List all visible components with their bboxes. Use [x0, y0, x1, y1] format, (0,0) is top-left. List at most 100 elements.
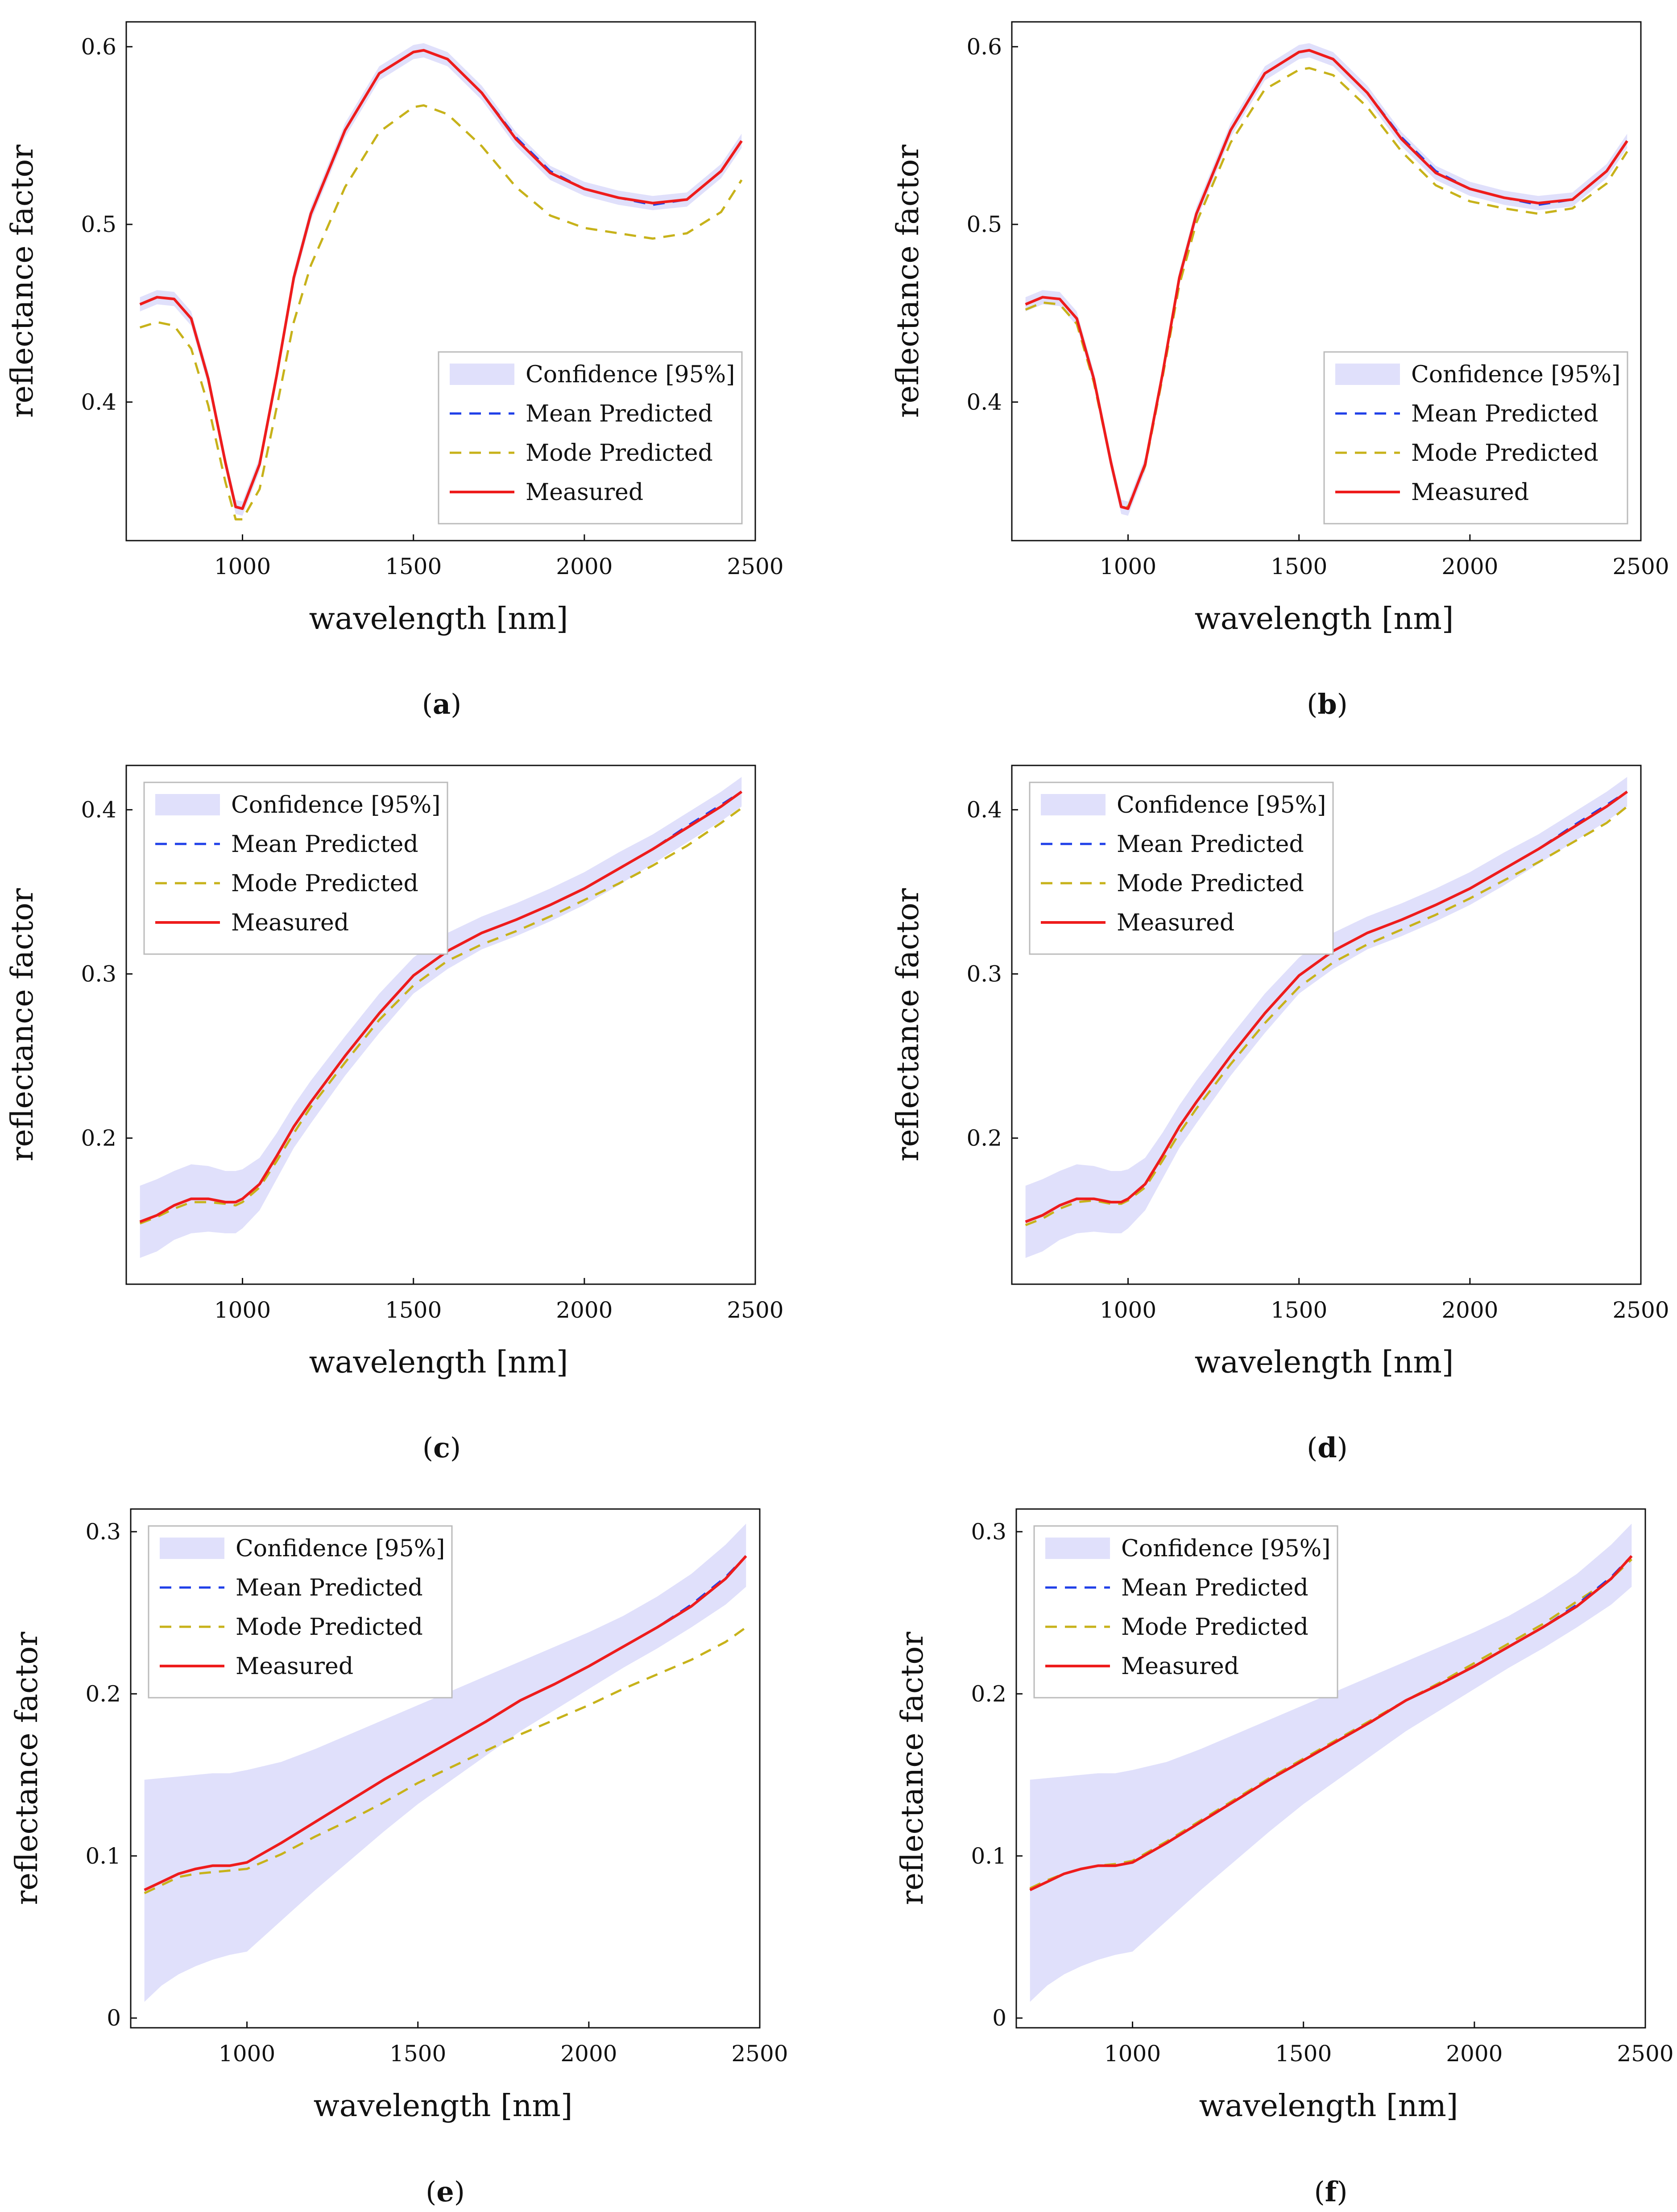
y-tick-label: 0.4 [966, 797, 1002, 823]
x-axis-title: wavelength [nm] [314, 2088, 573, 2124]
x-tick-label: 1000 [214, 554, 271, 579]
y-tick-label: 0.2 [85, 1681, 121, 1707]
legend-label: Mode Predicted [1117, 870, 1304, 897]
measured-line [144, 1555, 747, 1891]
x-axis-title: wavelength [nm] [1195, 601, 1454, 637]
x-tick-label: 1000 [1100, 554, 1156, 579]
x-tick-label: 2000 [1441, 554, 1498, 579]
x-tick-label: 1000 [1100, 1297, 1156, 1323]
confidence-band [140, 777, 742, 1258]
legend-swatch-confidence [160, 1538, 224, 1559]
plot-frame [125, 765, 756, 1285]
legend-label: Mean Predicted [1121, 1575, 1308, 1601]
x-tick-label: 2500 [1612, 554, 1669, 579]
legend-swatch-confidence [1045, 1538, 1110, 1559]
legend: Confidence [95%] Mean Predicted Mode Predi… [1033, 1525, 1338, 1699]
x-tick-label: 1500 [389, 2041, 446, 2067]
y-tick-label: 0.5 [81, 211, 116, 237]
legend: Confidence [95%] Mean Predicted Mode Predi… [1323, 351, 1628, 525]
y-tick-label: 0.2 [966, 1125, 1002, 1151]
legend-swatch-confidence [450, 364, 514, 385]
mode-predicted-line [139, 807, 742, 1225]
legend: Confidence [95%] Mean Predicted Mode Predi… [1029, 781, 1334, 955]
x-tick-label: 1000 [219, 2041, 275, 2067]
confidence-band [1025, 777, 1627, 1258]
panel-a: 1000 1500 2000 2500 0.4 0.5 0.6 wavelength [nm]… [5, 21, 784, 720]
plot-frame [125, 21, 756, 542]
y-axis-title: reflectance factor [890, 888, 926, 1162]
y-tick-label: 0 [107, 2005, 121, 2031]
legend-label: Mode Predicted [526, 440, 713, 467]
confidence-band [1030, 1523, 1632, 2002]
legend-label: Mean Predicted [1411, 401, 1598, 427]
x-tick-label: 1000 [214, 1297, 271, 1323]
y-axis-title: reflectance factor [5, 145, 40, 418]
panel-caption: (d) [1307, 1431, 1348, 1464]
y-tick-label: 0.6 [81, 34, 116, 60]
x-axis-title: wavelength [nm] [309, 1345, 568, 1380]
panel-caption-letter: d [1317, 1431, 1337, 1464]
mode-predicted-line [1025, 806, 1628, 1226]
legend-label: Measured [1121, 1653, 1239, 1680]
plot-frame [130, 1508, 761, 2029]
panel-caption: (a) [422, 688, 462, 720]
y-tick-label: 0.1 [971, 1843, 1006, 1869]
y-tick-label: 0.6 [966, 34, 1002, 60]
y-tick-label: 0.1 [85, 1843, 121, 1869]
panel-e: 1000 1500 2000 2500 0 0.1 0.2 0.3 wavelength [nm… [9, 1508, 788, 2208]
legend-swatch-confidence [1335, 364, 1400, 385]
x-tick-label: 2500 [731, 2041, 788, 2067]
plot-frame [1015, 1508, 1646, 2029]
y-axis-title: reflectance factor [895, 1632, 930, 1905]
x-axis-title: wavelength [nm] [1195, 1345, 1454, 1380]
legend-label: Mode Predicted [236, 1614, 423, 1641]
x-tick-label: 1500 [1271, 554, 1327, 579]
x-tick-label: 1500 [385, 1297, 442, 1323]
confidence-band [144, 1523, 746, 2002]
y-tick-label: 0.2 [971, 1681, 1006, 1707]
x-tick-label: 1000 [1104, 2041, 1161, 2067]
panel-caption: (e) [426, 2175, 465, 2208]
legend-label: Measured [526, 479, 643, 506]
legend-label: Confidence [95%] [236, 1535, 445, 1562]
legend-swatch-confidence [155, 794, 220, 815]
x-tick-label: 2500 [727, 1297, 783, 1323]
mode-predicted-line [144, 1626, 747, 1894]
panel-f: 1000 1500 2000 2500 0 0.1 0.2 0.3 wavelength [nm… [895, 1508, 1674, 2208]
legend-label: Mode Predicted [1121, 1614, 1308, 1641]
legend-label: Mean Predicted [526, 401, 713, 427]
legend-label: Confidence [95%] [1121, 1535, 1330, 1562]
panel-caption: (f) [1314, 2175, 1347, 2208]
panel-caption-letter: c [433, 1431, 450, 1464]
legend-label: Confidence [95%] [231, 792, 440, 819]
mode-predicted-line [1025, 67, 1628, 508]
measured-line [139, 790, 743, 1223]
x-tick-label: 2000 [560, 2041, 617, 2067]
x-tick-label: 1500 [1275, 2041, 1332, 2067]
x-tick-label: 2500 [1617, 2041, 1673, 2067]
panel-b: 1000 1500 2000 2500 0.4 0.5 0.6 wavelength [nm]… [890, 21, 1669, 720]
x-tick-label: 1500 [385, 554, 442, 579]
legend-label: Confidence [95%] [1117, 792, 1326, 819]
panel-caption: (b) [1307, 688, 1348, 720]
legend-label: Mode Predicted [231, 870, 418, 897]
x-tick-label: 2000 [556, 554, 613, 579]
panel-caption-letter: a [433, 688, 451, 720]
y-tick-label: 0.5 [966, 211, 1002, 237]
measured-line [1025, 790, 1628, 1223]
x-tick-label: 2000 [1441, 1297, 1498, 1323]
y-tick-label: 0.4 [81, 797, 116, 823]
y-tick-label: 0.4 [966, 389, 1002, 415]
measured-line [1029, 1555, 1633, 1891]
legend-label: Mean Predicted [1117, 831, 1304, 858]
legend-label: Mean Predicted [236, 1575, 423, 1601]
legend-label: Confidence [95%] [1411, 361, 1620, 388]
legend-label: Measured [1117, 910, 1234, 936]
y-tick-label: 0.3 [81, 961, 116, 987]
legend-label: Measured [236, 1653, 353, 1680]
x-tick-label: 1500 [1271, 1297, 1327, 1323]
x-tick-label: 2500 [727, 554, 783, 579]
y-axis-title: reflectance factor [9, 1632, 45, 1905]
